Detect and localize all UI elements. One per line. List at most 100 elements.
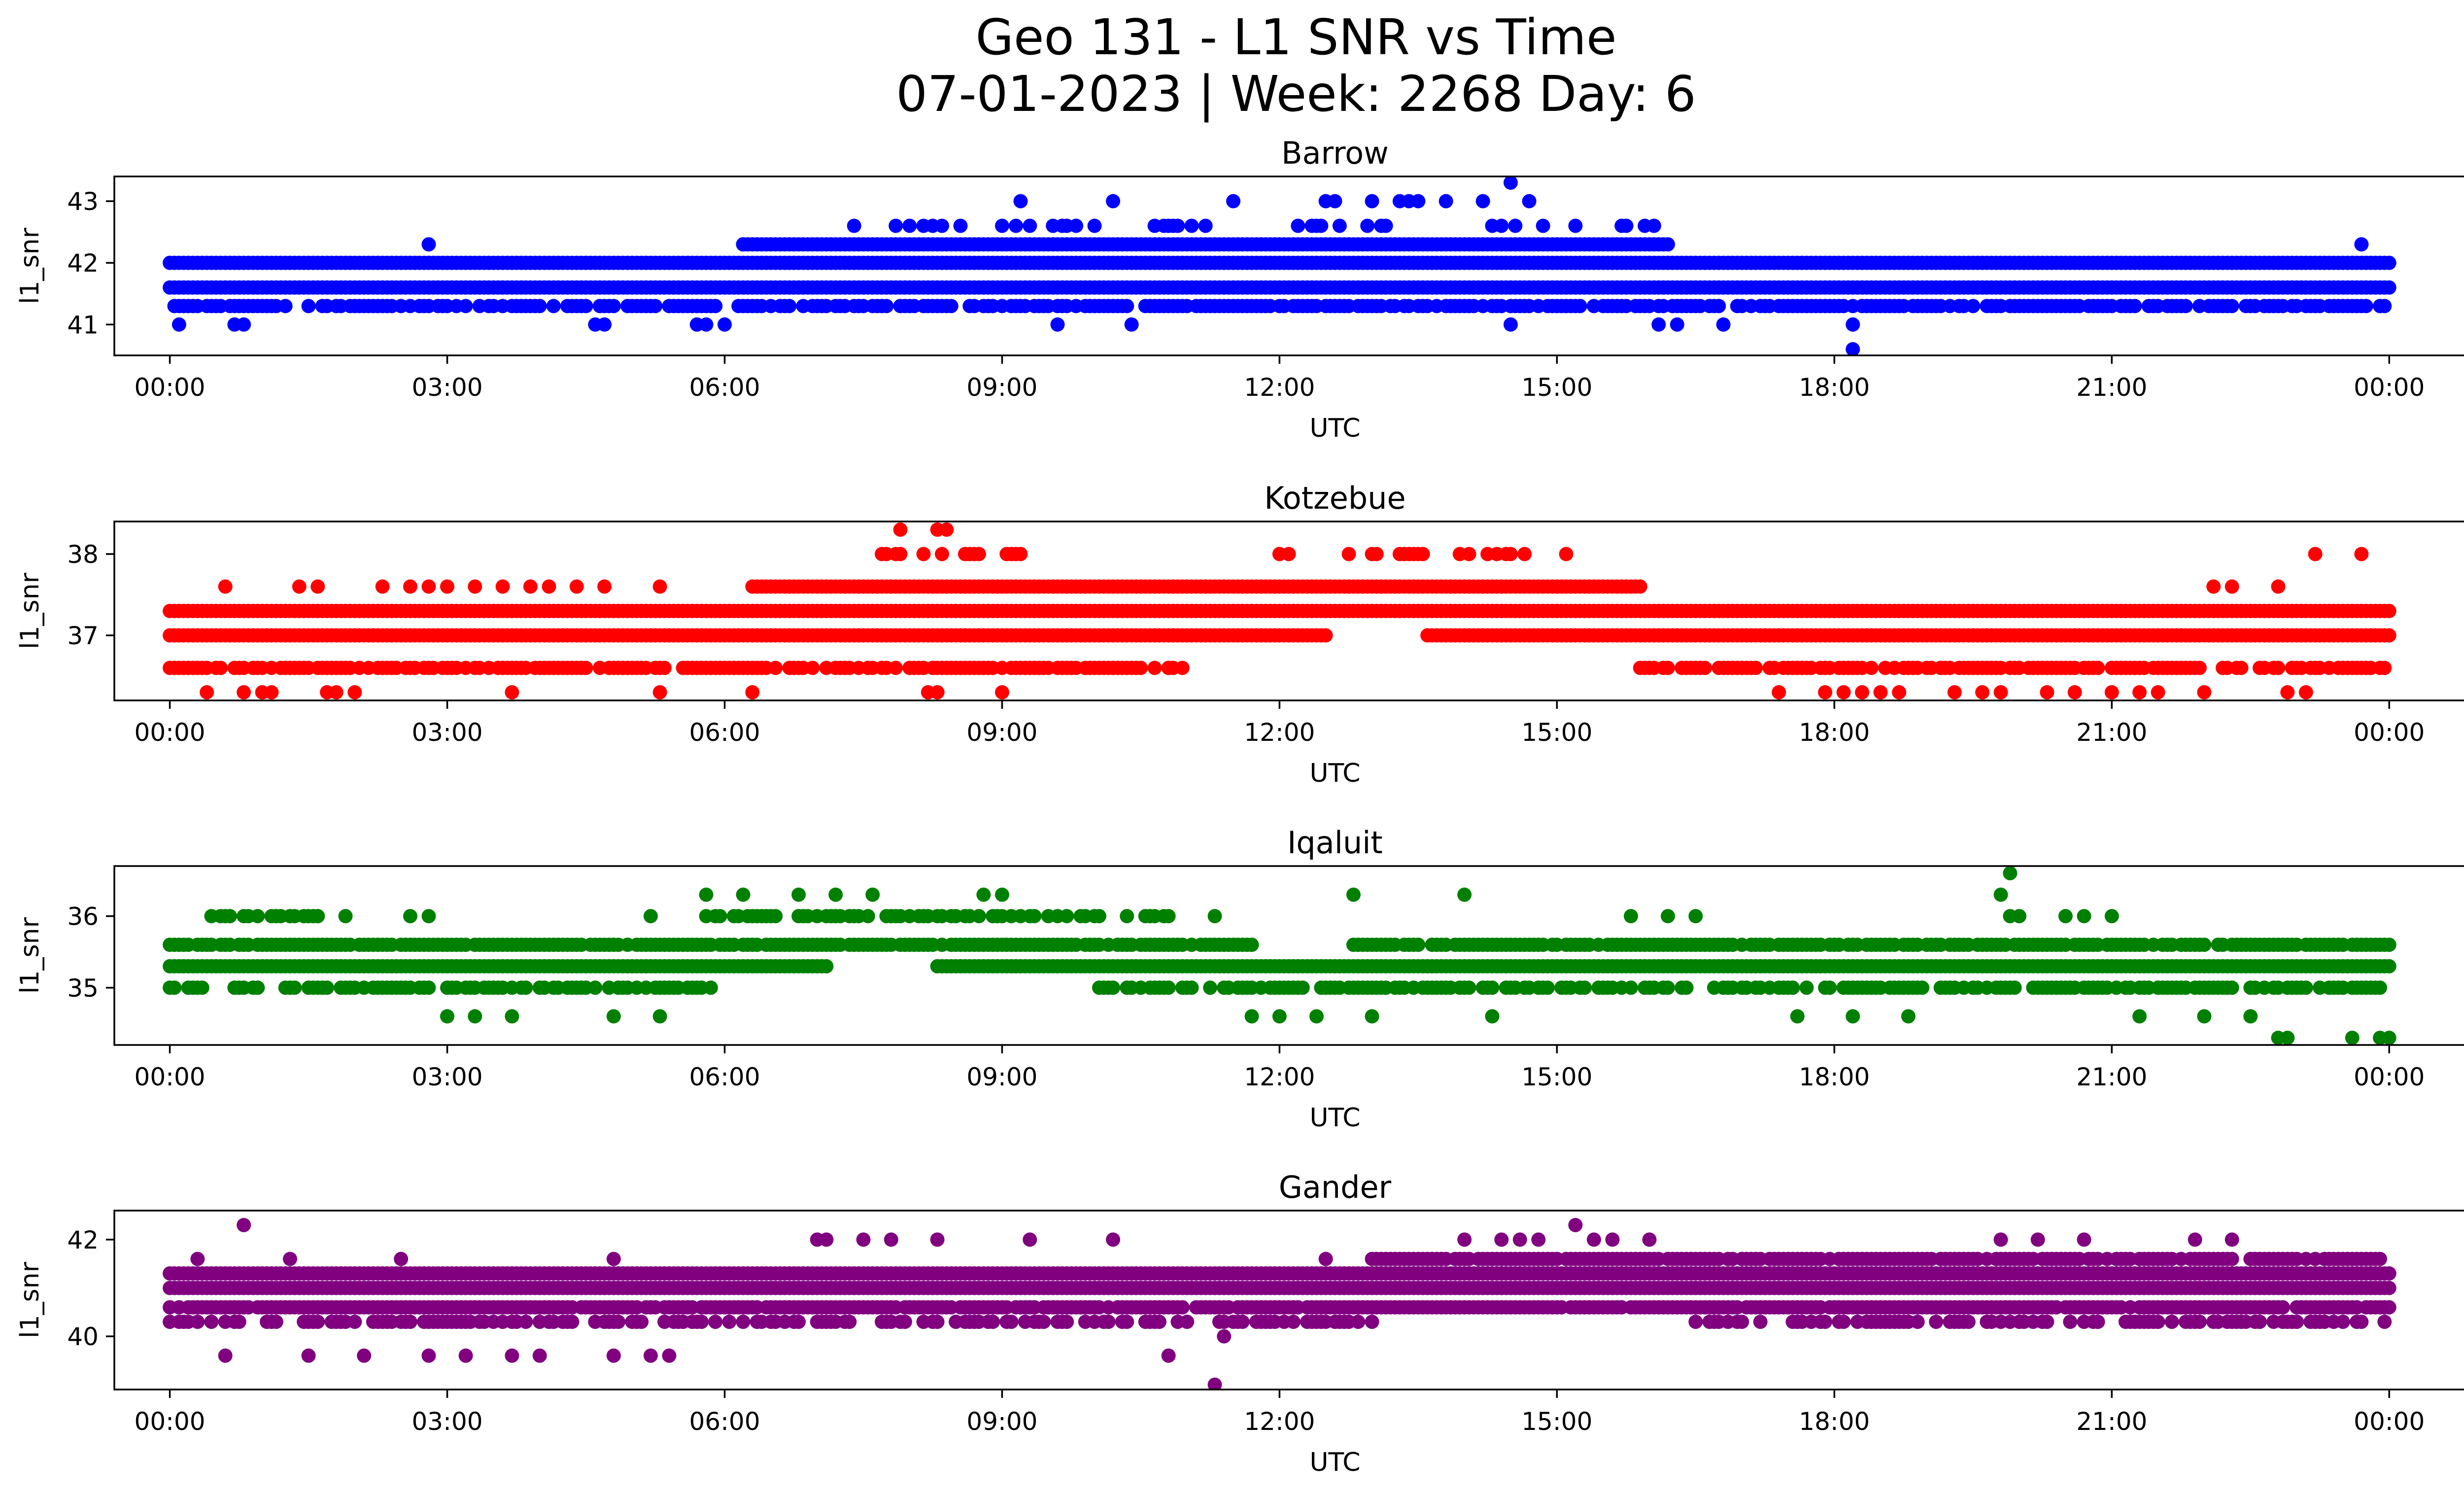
data-point <box>1106 194 1121 209</box>
panel-title: Iqaluit <box>1287 825 1383 861</box>
data-point <box>791 1315 806 1329</box>
data-point <box>1846 342 1860 355</box>
data-point <box>2253 1315 2267 1329</box>
data-point <box>606 1009 621 1024</box>
data-point <box>736 887 751 902</box>
data-point <box>1688 909 1703 924</box>
data-point <box>1184 980 1199 995</box>
data-point <box>768 661 783 675</box>
data-point <box>1060 1315 1074 1329</box>
data-point <box>995 685 1009 699</box>
data-point <box>1411 938 1426 952</box>
data-point <box>2280 1031 2295 1045</box>
x-tick-label: 15:00 <box>1521 718 1592 747</box>
data-point <box>611 1315 626 1329</box>
data-point <box>2359 299 2373 313</box>
data-point <box>1864 661 1879 675</box>
data-point <box>1577 980 1592 995</box>
data-point <box>421 237 436 252</box>
x-tick-label: 03:00 <box>411 718 482 747</box>
data-point <box>1993 887 2008 902</box>
data-point <box>278 299 293 313</box>
data-point <box>2377 1315 2392 1329</box>
data-point <box>2192 1315 2207 1329</box>
data-point <box>2382 959 2396 973</box>
data-point <box>2298 685 2313 699</box>
data-point <box>1203 980 1218 995</box>
data-point <box>2197 1009 2212 1024</box>
data-point <box>2224 980 2239 995</box>
data-point <box>2382 938 2396 952</box>
data-point <box>1069 218 1084 233</box>
data-point <box>1711 299 1726 313</box>
data-point <box>935 218 949 233</box>
data-point <box>1462 547 1476 561</box>
data-point <box>972 547 986 561</box>
data-point <box>440 1009 454 1024</box>
data-point <box>1485 1009 1500 1024</box>
data-point <box>1087 218 1102 233</box>
data-point <box>986 1315 1000 1329</box>
data-point <box>805 661 820 675</box>
data-point <box>1365 1009 1379 1024</box>
data-point <box>287 980 302 995</box>
data-point <box>1716 317 1731 332</box>
data-point <box>902 218 917 233</box>
data-point <box>718 317 732 332</box>
data-point <box>264 685 279 699</box>
data-point <box>1286 1315 1301 1329</box>
data-point <box>842 1315 857 1329</box>
data-point <box>292 579 307 594</box>
data-point <box>1522 194 1537 209</box>
data-point <box>213 661 228 675</box>
y-tick-label: 42 <box>67 249 99 278</box>
data-point <box>1633 579 1647 594</box>
data-point <box>1698 661 1712 675</box>
data-point <box>995 218 1009 233</box>
data-point <box>1411 194 1426 209</box>
x-tick-label: 00:00 <box>135 1063 205 1091</box>
y-axis-label: l1_snr <box>15 917 45 994</box>
data-point <box>1161 980 1176 995</box>
data-point <box>1661 237 1675 252</box>
data-point <box>542 579 556 594</box>
x-tick-label: 12:00 <box>1244 373 1315 402</box>
plot-frame <box>113 175 2464 356</box>
data-point <box>1092 909 1106 924</box>
data-point <box>1013 547 1028 561</box>
data-point <box>269 1315 283 1329</box>
data-point <box>2243 1009 2258 1024</box>
data-point <box>2104 909 2119 924</box>
data-point <box>2308 547 2323 561</box>
x-tick-label: 00:00 <box>2354 1063 2425 1091</box>
data-point <box>2058 909 2073 924</box>
data-point <box>2382 280 2396 295</box>
data-point <box>1836 685 1851 699</box>
data-point <box>1993 685 2008 699</box>
data-point <box>1873 685 1888 699</box>
data-point <box>1901 1009 1916 1024</box>
data-point <box>1120 299 1134 313</box>
x-tick-label: 21:00 <box>2076 373 2147 402</box>
data-point <box>860 909 875 924</box>
data-point <box>643 909 658 924</box>
data-point <box>1855 685 1870 699</box>
data-point <box>953 218 968 233</box>
data-point <box>1753 1315 1768 1329</box>
data-point <box>237 317 251 332</box>
data-point <box>1966 299 1981 313</box>
data-point <box>699 887 714 902</box>
data-point <box>782 299 797 313</box>
data-point <box>200 685 214 699</box>
data-point <box>819 959 834 973</box>
data-point <box>505 1009 519 1024</box>
data-point <box>2012 909 2027 924</box>
data-point <box>2382 628 2396 643</box>
data-point <box>1207 909 1222 924</box>
data-point <box>1670 317 1684 332</box>
x-axis-label: UTC <box>1309 414 1360 443</box>
data-point <box>708 1315 723 1329</box>
data-point <box>1688 1315 1703 1329</box>
data-point <box>648 299 663 313</box>
data-point <box>195 980 209 995</box>
